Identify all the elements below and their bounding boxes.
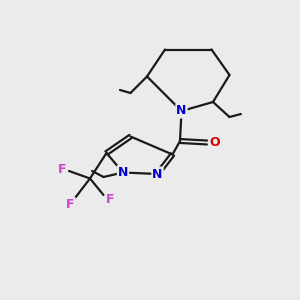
Text: N: N bbox=[152, 167, 163, 181]
Text: N: N bbox=[176, 104, 187, 118]
Text: F: F bbox=[58, 163, 67, 176]
Text: O: O bbox=[209, 136, 220, 149]
Text: F: F bbox=[106, 193, 114, 206]
Text: N: N bbox=[118, 166, 128, 179]
Text: F: F bbox=[66, 198, 75, 211]
